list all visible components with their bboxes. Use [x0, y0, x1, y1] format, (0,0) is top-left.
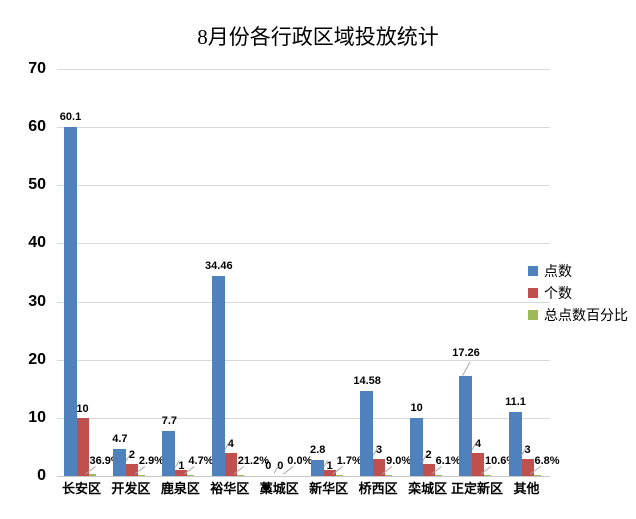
- label-count-3: 4: [227, 437, 234, 450]
- bar-points-3: [211, 275, 225, 476]
- label-percent-3: 21.2%: [237, 455, 269, 467]
- bar-percent-0: [88, 473, 96, 476]
- bar-points-8: [459, 375, 472, 476]
- label-percent-6: 9.0%: [386, 455, 412, 467]
- x-axis-category-label: 长安区: [61, 481, 101, 496]
- bar-count-5: [323, 470, 336, 476]
- y-axis-tick-label-10: 10: [28, 408, 46, 426]
- gridline-20: [57, 359, 550, 361]
- bar-points-6: [360, 391, 374, 476]
- y-axis-tick-label-20: 20: [28, 350, 46, 368]
- label-points-3: 34.46: [205, 259, 233, 272]
- bar-percent-6: [385, 474, 393, 476]
- label-points-5: 2.8: [310, 443, 326, 456]
- y-axis-tick-label-70: 70: [28, 60, 46, 77]
- bar-count-1: [125, 464, 138, 476]
- label-percent-4: 0.0%: [287, 455, 313, 467]
- label-points-7: 10: [410, 401, 423, 414]
- x-axis-category-label: 新华区: [309, 481, 349, 496]
- bar-count-9: [521, 458, 534, 476]
- bar-percent-1: [137, 474, 145, 476]
- label-count-2: 1: [178, 460, 185, 472]
- x-axis-category-label: 桥西区: [358, 481, 398, 496]
- label-points-4: 0: [265, 460, 272, 472]
- x-axis-category-label: 裕华区: [210, 481, 250, 496]
- gridline-40: [57, 243, 550, 245]
- gridline-0: [57, 476, 550, 477]
- bar-count-7: [422, 464, 435, 476]
- x-axis-category-label: 开发区: [111, 481, 151, 496]
- bar-count-2: [175, 470, 188, 476]
- legend-item-points: 点数: [528, 260, 628, 282]
- x-axis-category-label: 栾城区: [408, 481, 448, 496]
- gridline-10: [57, 417, 550, 419]
- label-points-1: 4.7: [112, 432, 128, 445]
- bar-points-0: [63, 126, 77, 476]
- gridline-30: [57, 301, 550, 303]
- bar-points-9: [508, 411, 522, 476]
- leader-line: [462, 361, 471, 376]
- label-percent-5: 1.7%: [336, 455, 362, 467]
- x-axis-category-label: 藁城区: [259, 481, 299, 496]
- gridline-70: [57, 69, 550, 70]
- x-axis-category-label: 鹿泉区: [160, 481, 200, 496]
- y-axis-tick-label-50: 50: [28, 176, 46, 194]
- legend-swatch-points-icon: [528, 266, 538, 276]
- label-points-0: 60.1: [59, 110, 82, 123]
- x-axis-category-label: 其他: [513, 481, 540, 496]
- bar-points-2: [162, 431, 176, 476]
- label-count-5: 1: [326, 460, 333, 472]
- label-count-4: 0: [277, 460, 284, 472]
- label-count-8: 4: [474, 437, 482, 450]
- label-points-8: 17.26: [452, 347, 480, 359]
- label-count-6: 3: [376, 443, 383, 456]
- bar-percent-5: [335, 474, 343, 476]
- label-points-2: 7.7: [161, 415, 178, 428]
- y-axis-tick-label-30: 30: [28, 292, 46, 310]
- y-axis-tick-label-60: 60: [28, 118, 46, 136]
- bar-percent-3: [236, 474, 244, 476]
- bar-count-6: [373, 458, 386, 476]
- bar-count-8: [472, 452, 484, 476]
- chart-title: 8月份各行政区域投放统计: [197, 25, 439, 49]
- bar-percent-9: [533, 474, 541, 476]
- label-count-9: 3: [524, 443, 531, 456]
- label-points-6: 14.58: [353, 375, 381, 388]
- label-percent-1: 2.9%: [138, 455, 164, 467]
- label-count-1: 2: [128, 449, 135, 462]
- bar-percent-7: [434, 474, 442, 476]
- legend: 点数 个数 总点数百分比: [528, 260, 628, 326]
- bar-count-3: [224, 452, 237, 476]
- label-count-0: 10: [76, 402, 89, 415]
- x-axis-category-label: 正定新区: [450, 481, 503, 496]
- bar-points-5: [310, 459, 324, 476]
- legend-item-count: 个数: [528, 282, 628, 304]
- bar-points-7: [409, 417, 423, 476]
- label-percent-2: 4.7%: [188, 455, 214, 467]
- legend-swatch-count-icon: [528, 288, 538, 298]
- legend-label-count: 个数: [544, 287, 572, 302]
- y-axis-tick-label-0: 0: [37, 467, 46, 484]
- bar-percent-8: [484, 474, 491, 476]
- bar-points-1: [112, 448, 126, 476]
- label-count-7: 2: [425, 449, 432, 462]
- gridline-50: [57, 185, 550, 187]
- label-points-9: 11.1: [505, 395, 526, 408]
- legend-item-percent: 总点数百分比: [528, 304, 628, 326]
- legend-swatch-percent-icon: [528, 310, 538, 320]
- bar-percent-2: [187, 474, 195, 476]
- y-axis-tick-label-40: 40: [28, 234, 46, 252]
- gridline-60: [57, 127, 550, 129]
- label-percent-7: 6.1%: [435, 455, 461, 467]
- label-percent-9: 6.8%: [534, 455, 560, 467]
- label-percent-8: 10.6%: [485, 455, 517, 467]
- legend-label-percent: 总点数百分比: [544, 309, 628, 324]
- bar-count-0: [76, 417, 89, 476]
- legend-label-points: 点数: [544, 265, 572, 280]
